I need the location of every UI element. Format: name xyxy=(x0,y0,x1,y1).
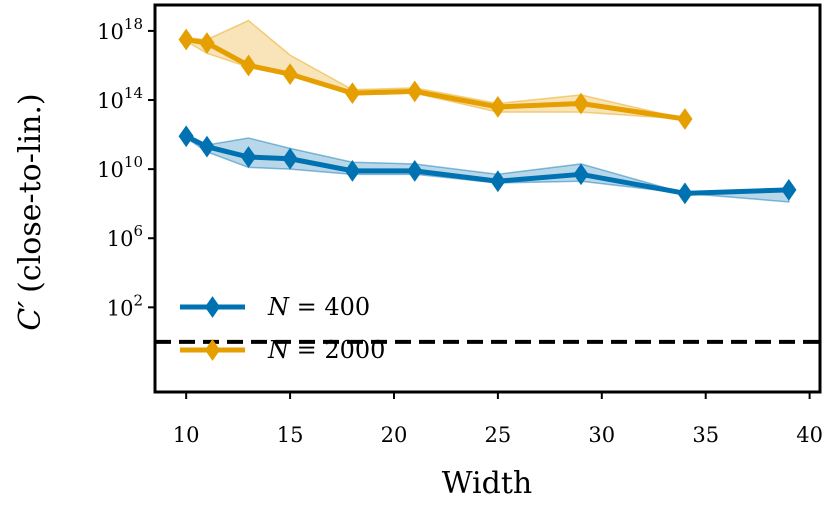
marker-series-2 xyxy=(199,32,215,54)
x-tick-label: 15 xyxy=(277,423,304,447)
x-tick-label: 40 xyxy=(796,423,823,447)
marker-series-1 xyxy=(677,182,693,205)
x-axis-ticks: 10 15 20 25 30 35 40 xyxy=(173,392,823,447)
marker-series-1 xyxy=(282,147,298,170)
x-tick-label: 10 xyxy=(173,423,200,447)
y-tick-label: 1010 xyxy=(97,153,143,182)
y-axis-label-rest: (close-to-lin.) xyxy=(13,93,48,292)
marker-series-2 xyxy=(344,82,361,104)
marker-series-1 xyxy=(407,159,423,182)
legend-label-1: N = 400 xyxy=(267,293,370,321)
marker-series-1 xyxy=(178,125,194,148)
marker-series-2 xyxy=(677,108,693,130)
y-tick-label: 1018 xyxy=(97,15,143,44)
y-tick-base: 10 xyxy=(107,296,134,320)
legend-marker-2 xyxy=(204,339,221,361)
marker-series-2 xyxy=(407,80,423,103)
legend-label-value: = 2000 xyxy=(289,336,385,364)
y-tick-label: 102 xyxy=(107,291,143,320)
confidence-bands xyxy=(185,19,790,203)
y-tick-label: 106 xyxy=(107,222,143,251)
marker-series-1 xyxy=(199,135,215,158)
marker-series-2 xyxy=(178,28,194,51)
plot-frame xyxy=(153,3,822,394)
marker-series-1 xyxy=(781,178,797,201)
x-tick-label: 25 xyxy=(485,423,512,447)
y-tick-base: 10 xyxy=(97,89,124,113)
line-series-1 xyxy=(185,134,789,196)
x-tick-label: 35 xyxy=(692,423,719,447)
y-tick-exponent: 18 xyxy=(124,15,143,33)
legend-label-value: = 400 xyxy=(289,293,370,321)
x-tick-label: 30 xyxy=(588,423,615,447)
marker-series-2 xyxy=(240,54,257,77)
marker-series-1 xyxy=(573,163,589,186)
series-markers xyxy=(178,28,797,205)
y-tick-label: 1014 xyxy=(97,84,143,113)
y-tick-base: 10 xyxy=(107,227,134,251)
y-tick-exponent: 14 xyxy=(124,84,143,102)
marker-series-2 xyxy=(282,63,298,85)
y-tick-exponent: 2 xyxy=(133,291,143,309)
y-axis-label: C′ (close-to-lin.) xyxy=(13,93,48,330)
marker-series-1 xyxy=(240,146,257,168)
y-tick-exponent: 10 xyxy=(124,153,143,171)
legend-label-var: N xyxy=(267,336,290,364)
y-tick-base: 10 xyxy=(97,20,124,44)
marker-series-1 xyxy=(490,170,506,193)
y-tick-base: 10 xyxy=(97,158,124,182)
legend-marker-1 xyxy=(204,296,221,318)
marker-series-1 xyxy=(344,159,361,182)
marker-series-2 xyxy=(490,96,506,118)
legend-label-2: N = 2000 xyxy=(267,336,385,364)
y-tick-exponent: 6 xyxy=(133,222,143,240)
marker-series-2 xyxy=(573,92,589,115)
x-tick-label: 20 xyxy=(381,423,408,447)
legend-label-var: N xyxy=(267,293,290,321)
x-axis-label: Width xyxy=(442,466,532,501)
y-axis-label-main: C′ xyxy=(13,301,48,331)
